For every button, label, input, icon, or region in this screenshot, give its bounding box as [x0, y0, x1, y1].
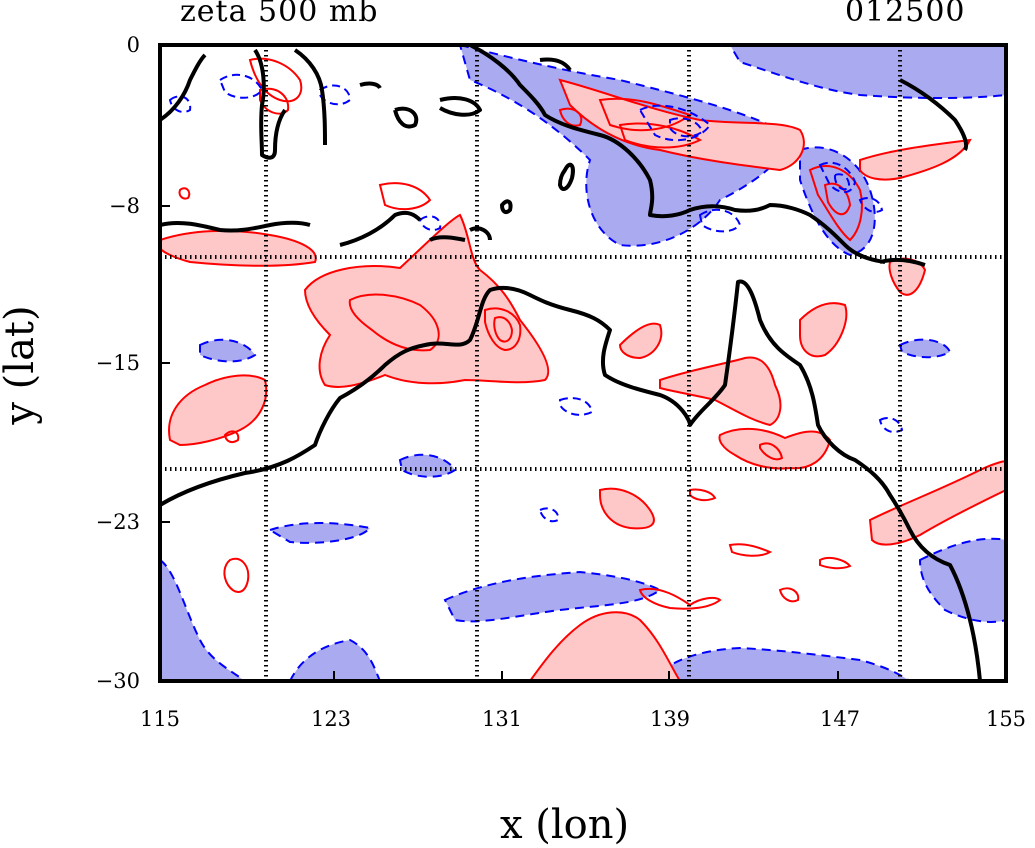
x-tick-label: 115 [139, 707, 181, 731]
x-tick-label: 139 [649, 707, 691, 731]
negative-vorticity-shading [160, 45, 1006, 681]
x-tick-label: 123 [310, 707, 352, 731]
positive-vorticity-contours [178, 57, 863, 610]
y-tick-label: 0 [126, 33, 140, 57]
coastline [160, 45, 982, 681]
y-tick-label: −15 [95, 351, 140, 375]
y-tick-label: −8 [109, 194, 140, 218]
axis-ticks [160, 44, 839, 682]
positive-vorticity-shading [160, 78, 1006, 681]
y-axis-label: y (lat) [0, 305, 43, 425]
chart-title: zeta 500 mb [180, 0, 379, 29]
y-tick-label: −23 [95, 510, 140, 534]
x-tick-label: 131 [481, 707, 523, 731]
x-tick-label: 155 [985, 707, 1027, 731]
timestamp-label: 012500 [845, 0, 966, 29]
x-axis-label: x (lon) [500, 802, 630, 848]
y-tick-label: −30 [95, 669, 140, 693]
x-tick-label: 147 [819, 707, 861, 731]
graticule [160, 45, 1006, 681]
